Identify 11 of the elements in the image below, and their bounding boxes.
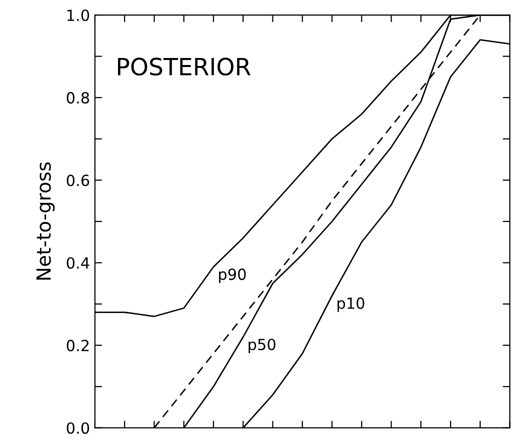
y-tick-label: 1.0: [67, 9, 90, 22]
series-label: p50: [248, 338, 276, 354]
y-axis-title: Net-to-gross: [36, 162, 55, 280]
y-tick-label: 0.6: [66, 174, 90, 186]
annotation: POSTERIOR: [118, 58, 251, 76]
series-label: p90: [219, 268, 246, 284]
y-tick-label: 0.0: [66, 422, 90, 434]
y-tick-label: 0.8: [66, 92, 90, 104]
y-tick-label: 0.4: [66, 257, 90, 269]
series-label: p10: [338, 297, 364, 312]
y-tick-label: 0.2: [66, 340, 89, 352]
